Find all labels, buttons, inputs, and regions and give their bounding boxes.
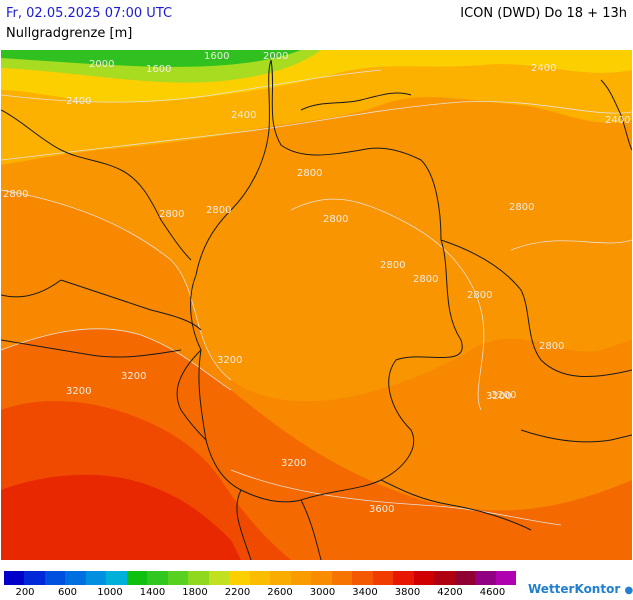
legend-tick-label: 2200 — [224, 587, 251, 598]
legend-tick-label: 1800 — [182, 587, 208, 598]
contour-label: 2400 — [605, 115, 630, 126]
legend-tick-label: 4200 — [437, 587, 463, 598]
legend-swatch — [65, 571, 87, 585]
contour-line — [510, 239, 632, 251]
legend-swatch — [352, 571, 374, 585]
contour-label: 2000 — [89, 59, 114, 70]
contour-label: 2800 — [159, 209, 184, 220]
band-3600-area — [1, 474, 241, 560]
border-line — [176, 349, 207, 441]
border-line — [236, 489, 252, 560]
brand-name: WetterKontor — [528, 582, 621, 596]
border-line — [1, 339, 182, 358]
contour-line — [1, 69, 382, 103]
contour-label: 3200 — [491, 390, 516, 401]
contour-label: 3200 — [121, 371, 146, 382]
border-line — [300, 499, 322, 560]
contour-label: 2400 — [66, 96, 91, 107]
wetterkontor-logo: WetterKontor ● — [528, 582, 633, 596]
contour-label: 2800 — [509, 202, 534, 213]
parameter-label: Nullgradgrenze [m] — [6, 26, 133, 41]
legend-tick-label: 200 — [15, 587, 35, 598]
valid-time: Fr, 02.05.2025 07:00 UTC — [6, 6, 173, 21]
legend-swatch — [249, 571, 271, 585]
legend-tick-label: 3400 — [352, 587, 378, 598]
coastline — [300, 92, 412, 111]
contour-label: 2800 — [206, 205, 231, 216]
freezing-level-map: 1600 1600 2000 2000 2400 2400 2400 2400 2800 2800… — [1, 50, 632, 560]
legend-swatch — [208, 571, 230, 585]
country-borders — [1, 59, 632, 560]
contour-line — [290, 198, 485, 411]
contour-line — [1, 328, 232, 391]
legend-swatch — [85, 571, 107, 585]
contour-lines — [1, 69, 632, 526]
color-legend: 200 600 1000 1400 1800 2200 2600 3000 3400 3800 42… — [4, 571, 517, 600]
legend-swatch — [4, 571, 25, 585]
legend-tick-label: 600 — [57, 587, 78, 598]
model-run-label: ICON (DWD) Do 18 + 13h — [460, 6, 627, 21]
legend-tick-label: 3000 — [309, 587, 336, 598]
legend-swatch — [229, 571, 251, 585]
contour-label: 2800 — [297, 168, 322, 179]
contour-label: 3600 — [369, 504, 394, 515]
contour-line — [1, 189, 232, 381]
legend-swatch — [188, 571, 210, 585]
legend-swatch — [434, 571, 456, 585]
contour-label: 1600 — [146, 64, 171, 75]
contour-label: 2800 — [539, 341, 564, 352]
legend-tick-label: 1400 — [139, 587, 166, 598]
legend-tick-label: 1000 — [97, 587, 123, 598]
legend-swatch — [126, 571, 148, 585]
contour-label: 3200 — [66, 386, 91, 397]
legend-swatch — [147, 571, 169, 585]
legend-swatch — [24, 571, 46, 585]
contour-label: 3200 — [281, 458, 306, 469]
contour-label: 2000 — [263, 51, 288, 62]
legend-swatch — [372, 571, 394, 585]
legend-swatch — [454, 571, 476, 585]
legend-swatch — [290, 571, 312, 585]
contour-label: 2800 — [3, 189, 28, 200]
legend-swatch — [393, 571, 415, 585]
contour-label: 3200 — [486, 391, 511, 402]
legend-tick-label: 3800 — [394, 587, 421, 598]
brand-drops-icon: ● — [624, 585, 633, 596]
contour-label: 3200 — [217, 355, 242, 366]
contour-labels: 1600 1600 2000 2000 2400 2400 2400 2400 2800 2800… — [3, 51, 630, 515]
contour-label: 2800 — [413, 274, 438, 285]
contour-label: 2800 — [323, 214, 348, 225]
contour-label: 2400 — [231, 110, 256, 121]
map-svg: 1600 1600 2000 2000 2400 2400 2400 2400 2800 2800… — [1, 50, 632, 560]
legend-swatch — [475, 571, 496, 585]
contour-label: 1600 — [204, 51, 229, 62]
border-line — [380, 479, 532, 531]
legend-swatch — [413, 571, 435, 585]
coastline — [600, 79, 632, 151]
legend-swatch — [495, 571, 517, 585]
legend-swatch — [106, 571, 128, 585]
contour-line — [1, 101, 632, 161]
legend-tick-label: 2600 — [267, 587, 293, 598]
legend-swatch — [44, 571, 66, 585]
border-line — [1, 279, 62, 298]
border-line — [440, 239, 632, 377]
legend-swatch — [270, 571, 292, 585]
legend-swatch — [331, 571, 353, 585]
legend-tick-label: 4600 — [479, 587, 506, 598]
legend-swatch — [311, 571, 333, 585]
contour-label: 2800 — [467, 290, 492, 301]
band-1600-area — [1, 50, 301, 67]
border-line — [60, 279, 202, 331]
coastline — [1, 109, 192, 261]
germany-border — [190, 59, 463, 503]
border-line — [520, 429, 632, 443]
legend-swatch — [167, 571, 189, 585]
contour-label: 2800 — [380, 260, 405, 271]
contour-line — [230, 469, 562, 526]
contour-label: 2400 — [531, 63, 556, 74]
